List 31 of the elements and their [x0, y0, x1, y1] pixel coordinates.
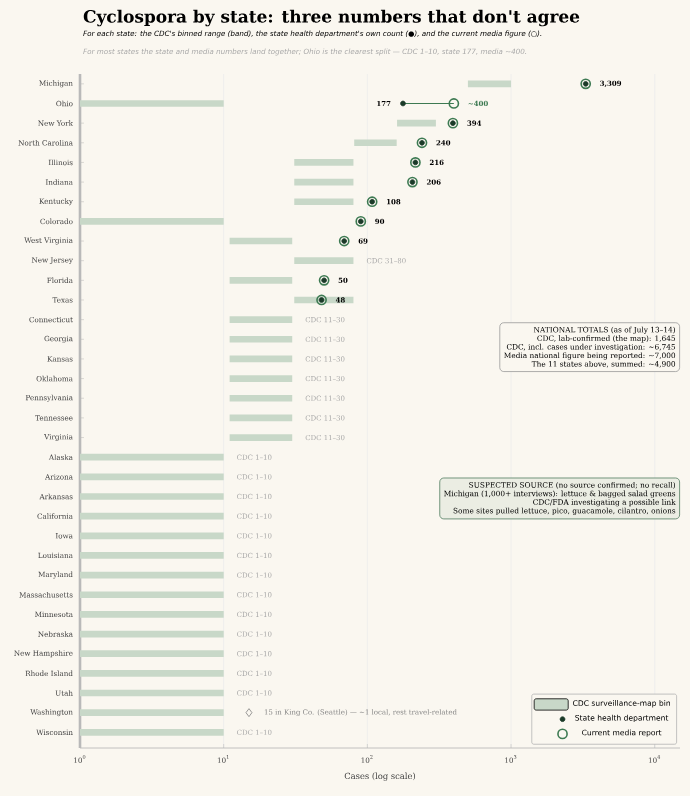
bar: [80, 532, 224, 540]
bar: [80, 493, 224, 500]
bar: [80, 630, 224, 638]
bar: [354, 139, 397, 147]
bar: [80, 571, 224, 579]
bar: [229, 335, 293, 343]
bar: [80, 669, 224, 677]
bar: [397, 119, 436, 127]
bar: [229, 434, 293, 441]
bar: [80, 100, 224, 107]
bar: [229, 276, 293, 284]
bar: [80, 218, 224, 225]
bar: [80, 552, 224, 559]
bar: [80, 591, 224, 599]
bar: [80, 709, 224, 716]
chart-title: Cyclospora by state: three numbers that don't agree: [83, 9, 580, 27]
bar: [467, 80, 512, 88]
bar: [229, 375, 293, 382]
bar: [80, 689, 224, 697]
bar: [80, 728, 224, 736]
bar: [80, 453, 224, 461]
bar: [294, 198, 354, 206]
bar: [80, 473, 224, 481]
bar: [80, 512, 224, 520]
bar: [294, 257, 354, 265]
bar: [80, 611, 224, 618]
bar: [294, 178, 354, 186]
bar: [294, 159, 354, 166]
bar: [229, 394, 293, 402]
bar: [229, 316, 293, 323]
bar: [80, 650, 224, 658]
